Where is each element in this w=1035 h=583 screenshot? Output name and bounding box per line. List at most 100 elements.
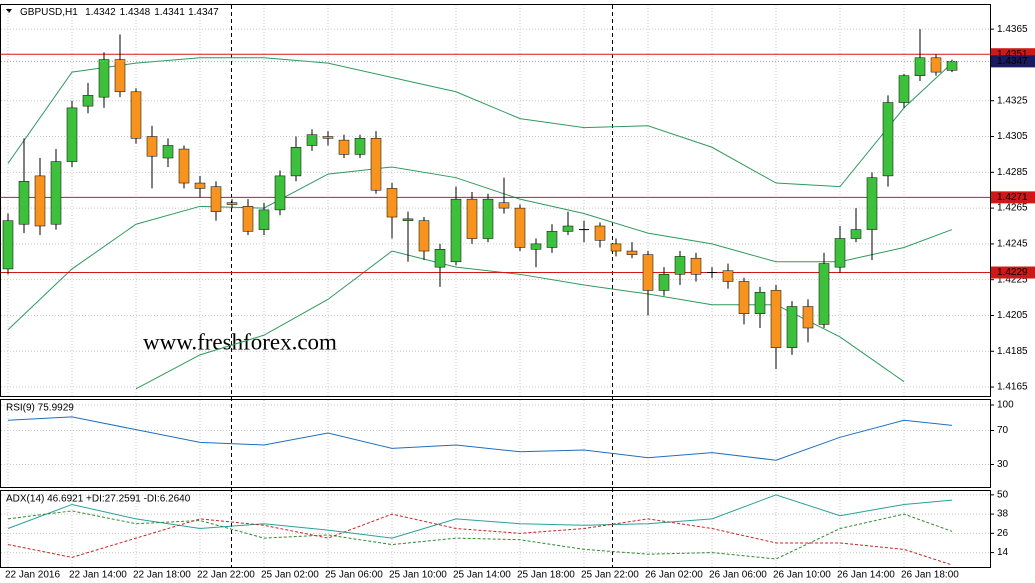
x-tick-label: 26 Jan 10:00 — [773, 570, 831, 581]
candle-body — [274, 175, 286, 211]
candle-body — [338, 139, 350, 155]
indicator-title: ADX(14) 46.6921 +DI:27.2591 -DI:6.2640 — [6, 494, 191, 505]
x-tick-label: 26 Jan 02:00 — [645, 570, 703, 581]
candle-body — [354, 138, 366, 155]
candle-body — [786, 306, 798, 348]
candle-body — [386, 188, 398, 218]
y-tick-label: 1.4365 — [997, 24, 1028, 35]
candle-body — [850, 229, 862, 239]
indicator-line — [7, 416, 953, 461]
candle-body — [418, 220, 430, 252]
candle-body — [722, 270, 734, 282]
candle-body — [290, 147, 302, 177]
candle-body — [82, 95, 94, 107]
level-label: 1.4351 — [997, 49, 1028, 60]
y-tick-label: 38 — [997, 509, 1009, 520]
candle-body — [98, 59, 110, 98]
candle-body — [18, 181, 30, 225]
candle-body — [50, 161, 62, 225]
candle-body — [258, 209, 270, 230]
y-tick-label: 26 — [997, 528, 1009, 539]
indicator-line — [7, 494, 953, 539]
x-tick-label: 25 Jan 10:00 — [389, 570, 447, 581]
candle-body — [402, 218, 414, 221]
candle-body — [146, 136, 158, 157]
candle-body — [642, 254, 654, 291]
candle-body — [226, 202, 238, 205]
candle-body — [434, 249, 446, 268]
menu-arrow — [6, 9, 12, 13]
candle-body — [738, 281, 750, 314]
x-tick-label: 22 Jan 18:00 — [133, 570, 191, 581]
ohlc-value: 1.4347 — [188, 7, 219, 18]
y-tick-label: 1.4185 — [997, 346, 1028, 357]
candle-body — [562, 225, 574, 232]
candle-body — [242, 206, 254, 232]
candle-body — [322, 136, 334, 139]
indicator-line — [7, 513, 953, 566]
level-label-bg — [991, 266, 1035, 279]
x-tick-label: 22 Jan 22:00 — [197, 570, 255, 581]
y-tick-label: 1.4325 — [997, 95, 1028, 106]
x-tick-label: 26 Jan 14:00 — [837, 570, 895, 581]
indicator-title: RSI(9) 75.9929 — [6, 403, 74, 414]
candle-body — [914, 57, 926, 76]
candle-body — [546, 231, 558, 248]
candle-body — [370, 138, 382, 191]
candle-body — [466, 198, 478, 239]
y-tick-label: 1.4285 — [997, 167, 1028, 178]
chart-header: GBPUSD,H1 1.4342 1.4348 1.4341 1.4347 — [20, 7, 219, 18]
candle-body — [482, 198, 494, 239]
y-tick-label: 1.4305 — [997, 131, 1028, 142]
x-tick-label: 26 Jan 06:00 — [709, 570, 767, 581]
candle-body — [834, 238, 846, 268]
y-tick-label: 1.4205 — [997, 310, 1028, 321]
candle-body — [882, 102, 894, 177]
x-tick-label: 26 Jan 18:00 — [901, 570, 959, 581]
ohlc-value: 1.4342 — [85, 7, 116, 18]
y-tick-label: 70 — [997, 425, 1009, 436]
level-label: 1.4229 — [997, 267, 1028, 278]
candle-body — [930, 57, 942, 73]
candle-body — [866, 177, 878, 230]
x-tick-label: 22 Jan 2016 — [5, 570, 60, 581]
candle-body — [450, 198, 462, 263]
candle-body — [130, 91, 142, 139]
candle-body — [306, 134, 318, 146]
y-tick-label: 100 — [997, 400, 1014, 411]
x-tick-label: 25 Jan 22:00 — [581, 570, 639, 581]
candle-body — [898, 75, 910, 103]
candle-body — [498, 202, 510, 209]
candle-body — [802, 306, 814, 329]
adx-panel — [0, 490, 991, 568]
chart-title: GBPUSD,H1 — [20, 7, 78, 18]
x-tick-label: 25 Jan 02:00 — [261, 570, 319, 581]
price-panel — [0, 4, 991, 397]
candle-body — [514, 207, 526, 248]
y-tick-label: 14 — [997, 547, 1009, 558]
ohlc-value: 1.4348 — [120, 7, 151, 18]
candle-body — [114, 59, 126, 93]
y-tick-label: 1.4265 — [997, 203, 1028, 214]
ohlc-value: 1.4341 — [154, 7, 185, 18]
last-price-label: 1.4347 — [997, 56, 1028, 67]
candle-body — [674, 256, 686, 275]
candle-body — [194, 182, 206, 189]
x-tick-label: 25 Jan 14:00 — [453, 570, 511, 581]
y-tick-label: 30 — [997, 459, 1009, 470]
candle-body — [690, 257, 702, 275]
rsi-panel — [0, 399, 991, 488]
x-tick-label: 25 Jan 06:00 — [325, 570, 383, 581]
x-tick-label: 22 Jan 14:00 — [69, 570, 127, 581]
level-label: 1.4271 — [997, 192, 1028, 203]
candle-body — [594, 225, 606, 241]
y-tick-label: 1.4165 — [997, 382, 1028, 393]
candle-body — [770, 290, 782, 348]
watermark: www.freshforex.com — [143, 329, 337, 354]
candle-body — [210, 186, 222, 212]
candle-body — [530, 243, 542, 250]
y-tick-label: 1.4245 — [997, 239, 1028, 250]
candle-body — [610, 243, 622, 252]
